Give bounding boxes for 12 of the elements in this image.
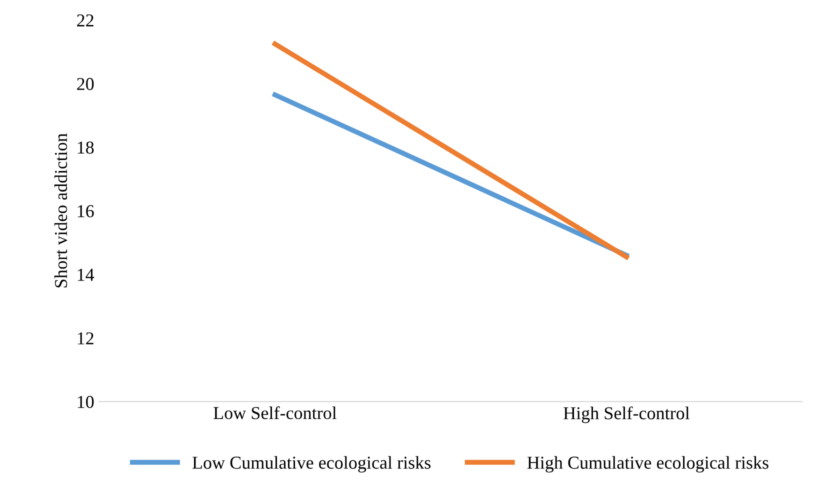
y-tick-label: 12 xyxy=(78,332,94,344)
y-tick-label: 14 xyxy=(78,268,94,281)
y-tick-label: 20 xyxy=(77,78,94,90)
y-tick-label: 10 xyxy=(78,396,94,408)
y-tick-label: 18 xyxy=(78,142,94,154)
x-tick-label: Low Self-control xyxy=(214,406,337,420)
y-tick-label: 22 xyxy=(77,14,94,26)
y-tick-label: 16 xyxy=(78,205,94,218)
legend-label: High Cumulative ecological risks xyxy=(527,456,768,473)
y-axis-title: Short video addiction xyxy=(54,133,68,288)
legend-label: Low Cumulative ecological risks xyxy=(192,456,430,473)
x-tick-label: High Self-control xyxy=(564,406,690,424)
